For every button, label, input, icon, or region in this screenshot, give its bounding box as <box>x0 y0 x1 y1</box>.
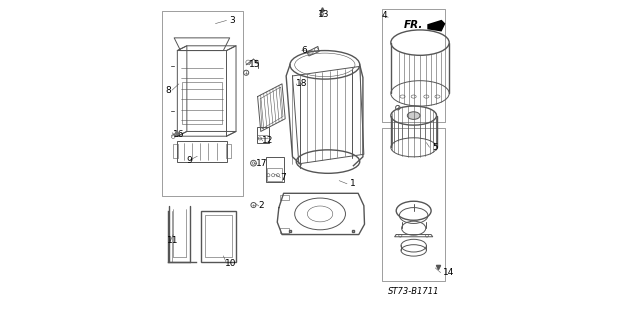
Text: 10: 10 <box>225 259 236 268</box>
Text: 13: 13 <box>318 10 329 19</box>
Bar <box>280 195 289 200</box>
Bar <box>382 128 445 281</box>
Bar <box>205 215 232 257</box>
Bar <box>267 168 282 180</box>
Text: ST73-B1711: ST73-B1711 <box>389 287 440 296</box>
Text: 6: 6 <box>301 46 307 55</box>
Bar <box>177 141 227 162</box>
Text: 11: 11 <box>167 236 178 245</box>
Text: 5: 5 <box>432 143 438 152</box>
Text: 4: 4 <box>382 11 387 20</box>
Bar <box>382 9 445 122</box>
Text: 3: 3 <box>229 16 235 25</box>
Text: FR.: FR. <box>404 20 423 30</box>
Text: 8: 8 <box>166 86 171 95</box>
Bar <box>162 11 243 196</box>
Bar <box>257 127 269 142</box>
Text: ✕: ✕ <box>170 132 176 138</box>
Ellipse shape <box>407 112 420 119</box>
Bar <box>201 211 236 261</box>
Text: 9: 9 <box>187 156 192 164</box>
Bar <box>280 228 289 233</box>
Text: 15: 15 <box>248 60 260 69</box>
Text: 1: 1 <box>350 179 355 188</box>
Bar <box>182 82 222 124</box>
Text: 7: 7 <box>280 173 285 182</box>
Text: 14: 14 <box>443 268 455 277</box>
Bar <box>225 144 231 158</box>
Bar <box>266 157 284 182</box>
Bar <box>173 144 178 158</box>
Text: 2: 2 <box>258 202 264 211</box>
Text: 18: 18 <box>296 79 307 88</box>
Text: 17: 17 <box>256 159 268 168</box>
Text: 12: 12 <box>262 136 273 146</box>
Text: 16: 16 <box>173 130 184 139</box>
Polygon shape <box>427 20 445 32</box>
